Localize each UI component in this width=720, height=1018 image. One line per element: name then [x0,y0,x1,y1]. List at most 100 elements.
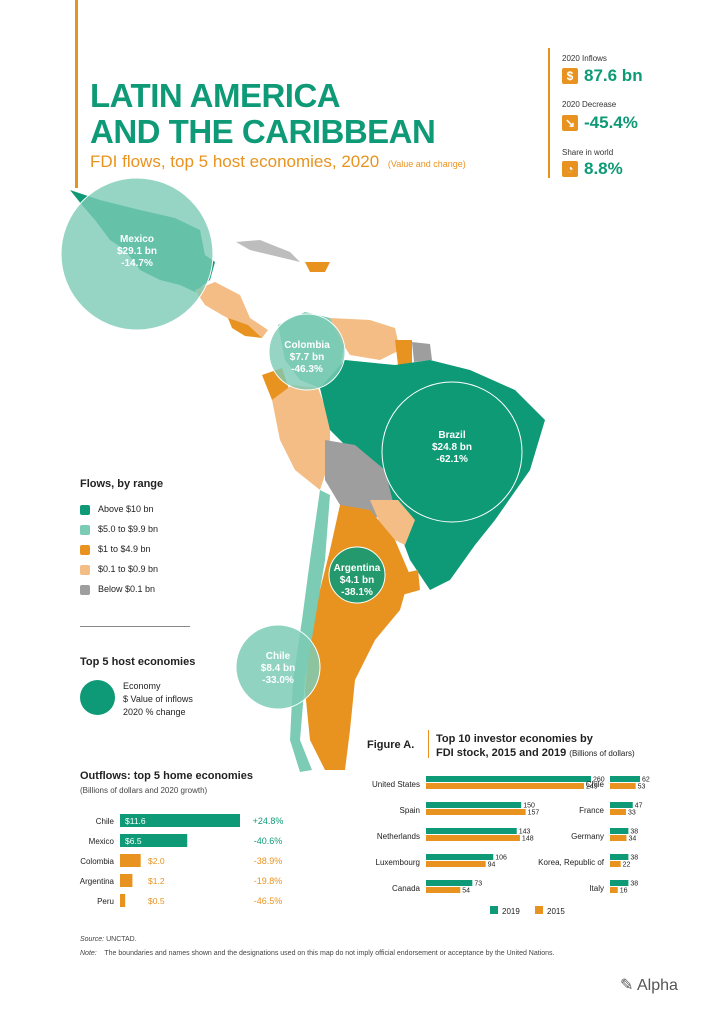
kpi-decrease-value: -45.4% [584,113,638,132]
argentina-change: -38.1% [341,587,373,598]
flows-legend: Flows, by range Above $10 bn $5.0 to $9.… [80,478,164,595]
mexico-name: Mexico [120,234,154,245]
paraguay-shape [370,500,415,545]
wechat-icon: ✎ [620,977,634,994]
investor-bar-2015 [426,783,585,789]
colombia-change: -46.3% [291,364,323,375]
outflow-bar [120,814,240,827]
investor-category-label: Chile [586,780,605,789]
top5-key-text: Economy $ Value of inflows 2020 % change [123,680,193,719]
investor-value-label: 260 [593,777,605,784]
investor-bar-2015 [426,835,520,841]
figure-label: Figure A. [367,739,415,751]
investor-value-label: 47 [635,803,643,810]
latin-america-map [60,177,545,772]
investor-value-label: 150 [523,803,535,810]
legend-item-below01: Below $0.1 bn [80,584,155,595]
investor-value-label: 22 [623,862,631,869]
investor-value-label: 249 [586,784,598,791]
investor-category-label: Italy [589,884,604,893]
title-line-1: LATIN AMERICA [90,77,341,114]
watermark: ✎ Alpha [620,975,678,995]
investor-bar-2015 [610,783,636,789]
legend-item-above10: Above $10 bn [80,504,154,515]
colombia-value: $7.7 bn [289,352,325,363]
outflow-category-label: Chile [96,817,115,826]
kpi-share-label: Share in world [562,148,614,157]
legend-label: $5.0 to $9.9 bn [98,524,159,534]
mexico-value: $29.1 bn [116,246,158,257]
outflow-bar [120,874,133,887]
legend-item-1to4: $1 to $4.9 bn [80,544,151,555]
title-line-2: AND THE CARIBBEAN [90,113,436,150]
investor-value-label: 106 [495,855,507,862]
investor-bar-2015 [610,861,621,867]
investor-category-label: Spain [400,806,420,815]
legend-label: $1 to $4.9 bn [98,544,151,554]
investor-category-label: Germany [571,832,604,841]
page-subtitle: FDI flows, top 5 host economies, 2020 (V… [90,152,466,172]
investor-bar-2019 [610,880,629,886]
investor-bar-2019 [610,854,629,860]
note-label: Note: [80,950,97,957]
source-text: UNCTAD. [106,936,137,943]
legend-swatch [80,564,90,575]
brazil-value: $24.8 bn [431,442,473,453]
dominican-shape [305,262,330,272]
subtitle-text: FDI flows, top 5 host economies, 2020 [90,152,380,171]
source-line: Source: UNCTAD. [80,936,137,943]
investor-bar-2019 [426,776,591,782]
investor-bar-2015 [610,809,626,815]
investor-bar-2019 [426,828,517,834]
legend-swatch [80,504,90,515]
brazil-bubble-label: Brazil $24.8 bn -62.1% [417,430,487,466]
page-title: LATIN AMERICA AND THE CARIBBEAN [90,77,436,150]
legend-title: Flows, by range [80,478,164,490]
subtitle-note: (Value and change) [387,159,466,169]
mexico-bubble [60,177,214,331]
kpi-inflows-value: 87.6 bn [584,66,643,85]
legend-item-01to09: $0.1 to $0.9 bn [80,564,158,575]
top5-title: Top 5 host economies [80,656,196,668]
investor-value-label: 157 [528,810,540,817]
chile-change: -33.0% [262,675,294,686]
investor-value-label: 53 [638,784,646,791]
peru-shape [272,385,330,490]
investor-value-label: 33 [628,810,636,817]
investor-bar-2015 [610,835,627,841]
investor-bar-2015 [426,861,486,867]
outflows-title: Outflows: top 5 home economies [80,770,253,782]
investor-category-label: France [579,806,604,815]
cuba-shape [236,240,300,262]
investor-value-label: 38 [630,855,638,862]
investor-bar-2015 [610,887,618,893]
brazil-bubble [381,381,523,523]
outflow-category-label: Mexico [89,837,115,846]
legend-label-2015: 2015 [547,907,565,916]
source-label: Source: [80,936,105,943]
outflow-category-label: Peru [97,897,114,906]
chile-bubble [235,624,321,710]
investor-bar-2019 [426,880,473,886]
figure-accent-bar [428,730,429,758]
outflow-value-label: $6.5 [125,836,142,846]
investor-value-label: 38 [630,829,638,836]
figure-title-line1: Top 10 investor economies by [436,733,593,745]
argentina-bubble-label: Argentina $4.1 bn -38.1% [322,563,392,599]
decrease-chart-icon: ↘ [562,115,578,131]
investor-value-label: 94 [488,862,496,869]
colombia-bubble [268,313,346,391]
kpi-panel: 2020 Inflows $ 87.6 bn 2020 Decrease ↘ -… [548,48,690,178]
outflow-category-label: Colombia [80,857,114,866]
legend-divider [80,626,190,627]
legend-label: Below $0.1 bn [98,584,156,594]
argentina-value: $4.1 bn [339,575,375,586]
kpi-decrease-label: 2020 Decrease [562,100,617,109]
investor-value-label: 54 [462,888,470,895]
top5-key-line2: $ Value of inflows [123,694,193,704]
investor-value-label: 34 [628,836,636,843]
guyana-shape [395,340,412,365]
investor-category-label: Korea, Republic of [538,858,605,867]
outflow-bar [120,854,141,867]
investor-value-label: 38 [630,881,638,888]
